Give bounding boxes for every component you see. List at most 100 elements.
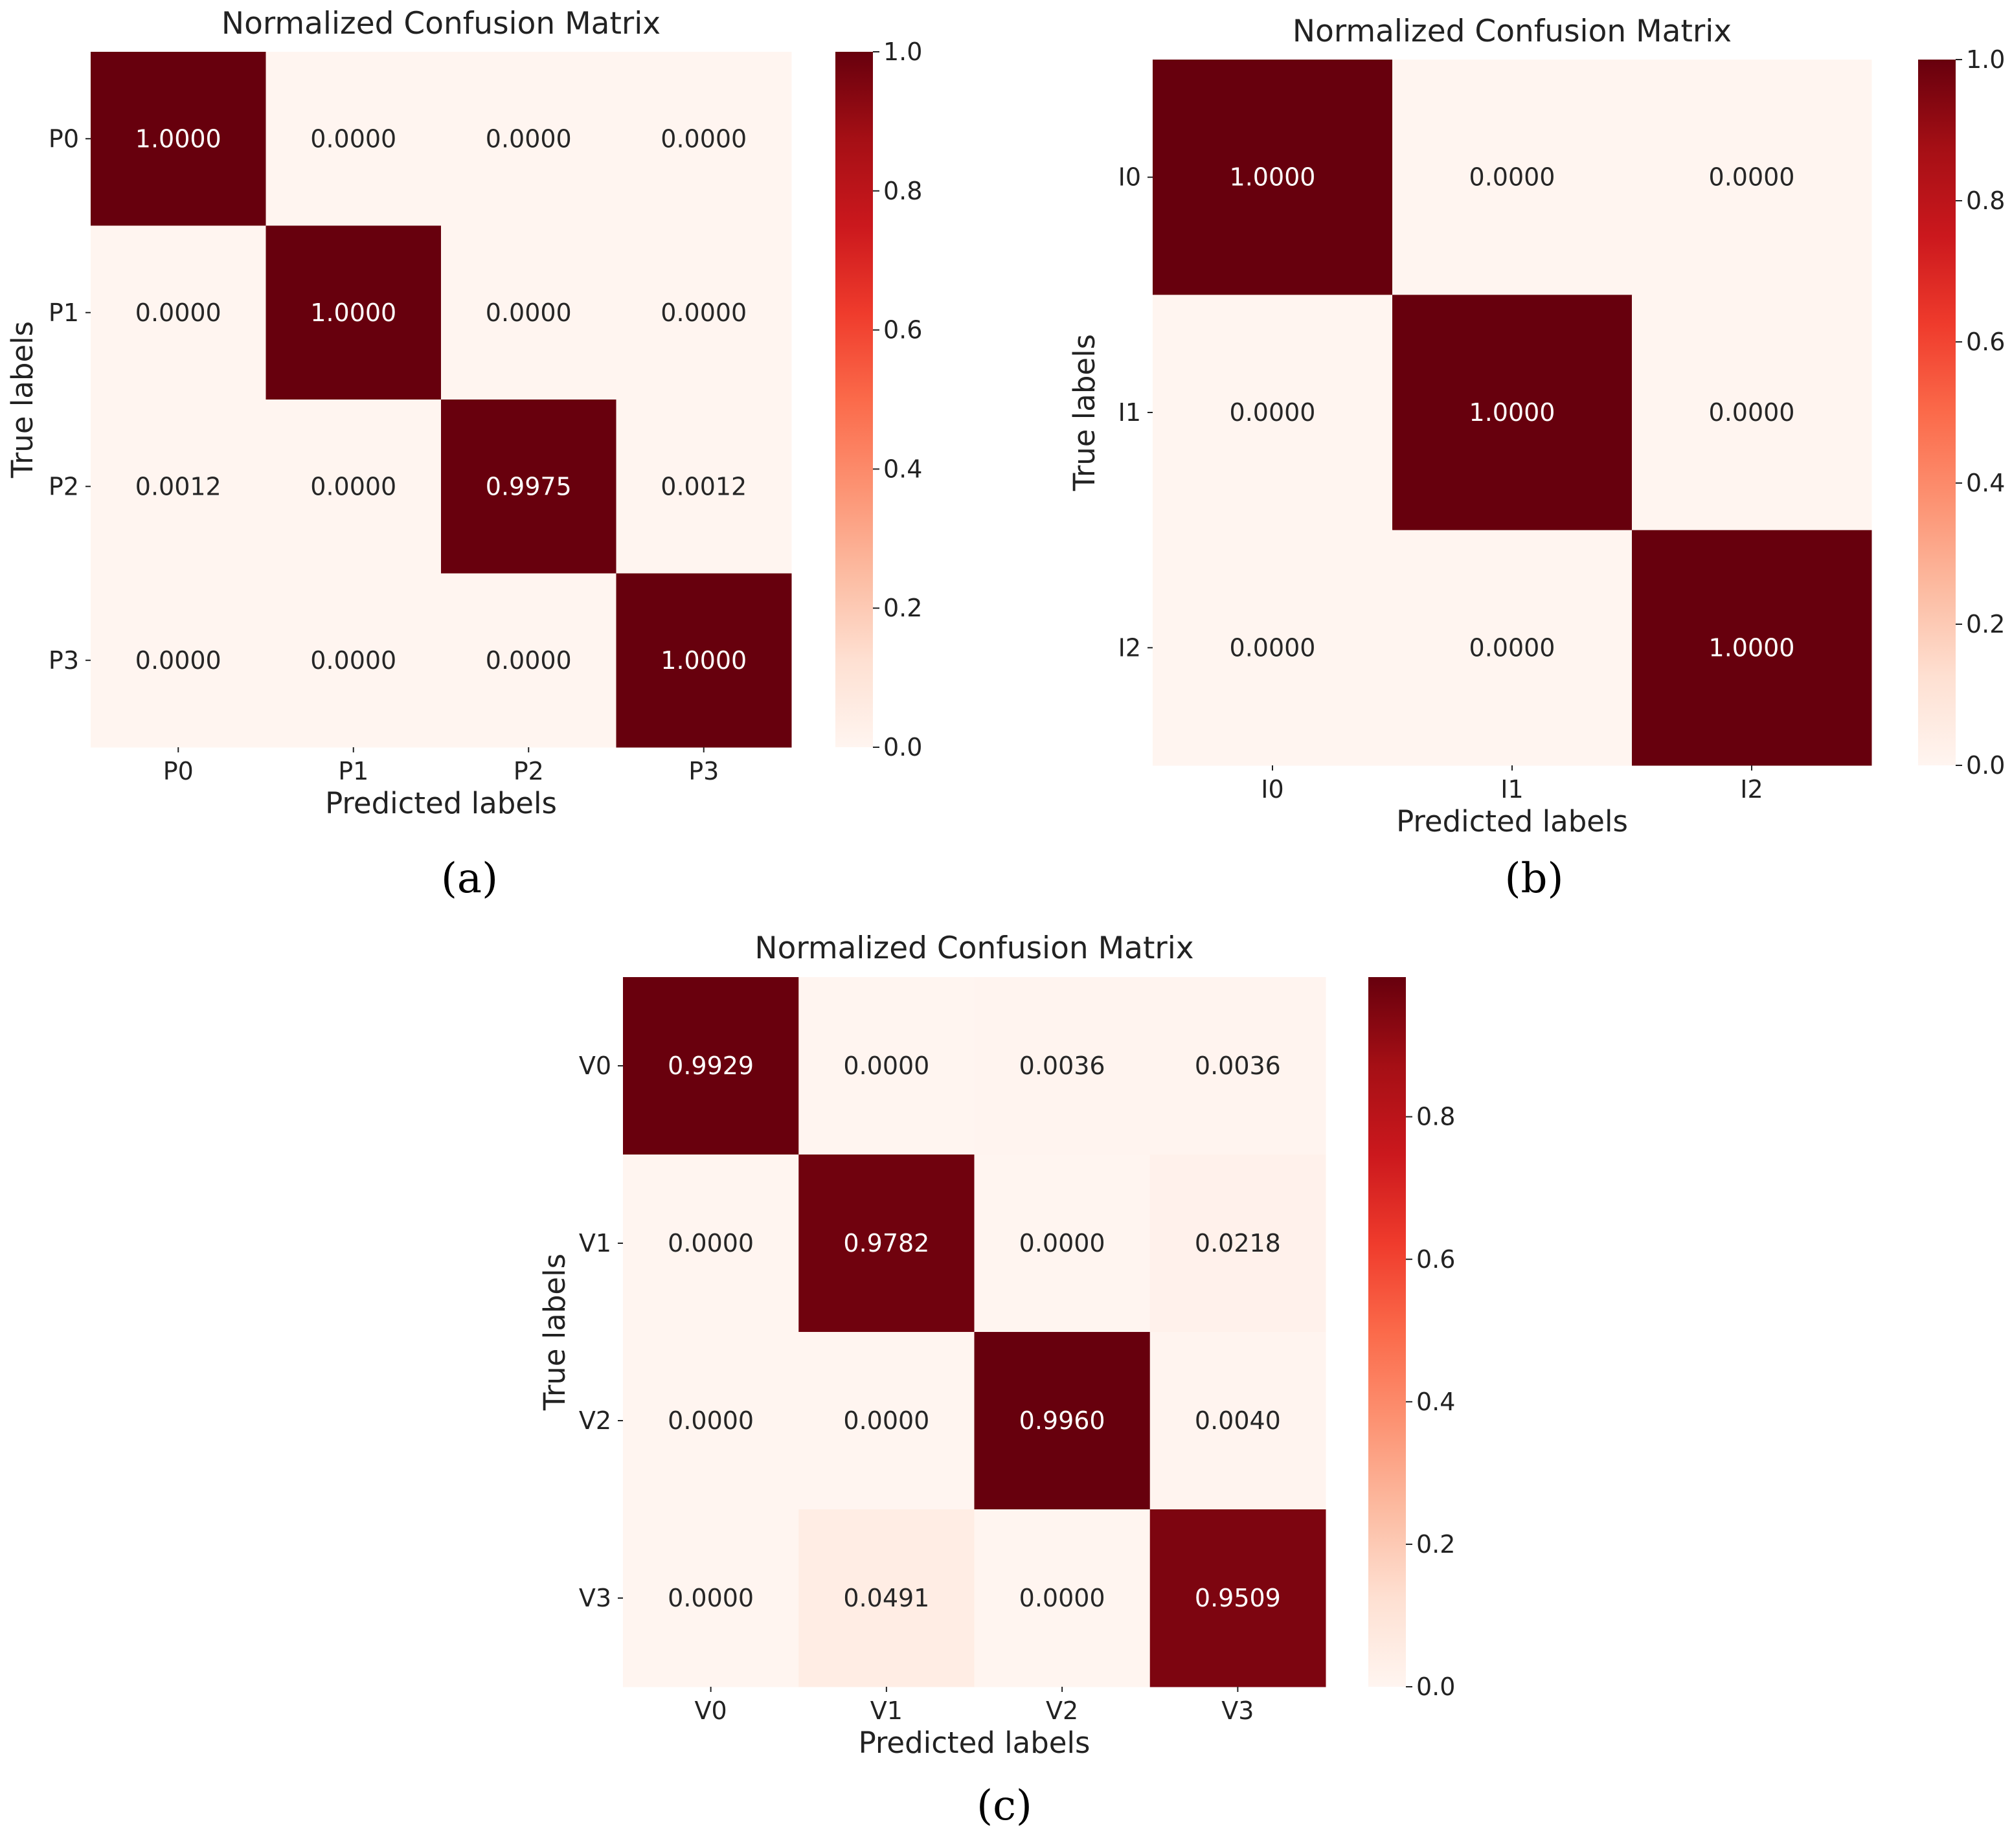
colorbar: [835, 52, 873, 747]
cell-value-label: 0.0000: [1230, 633, 1316, 662]
heatmap-cell-I1-I2: [1632, 295, 1872, 531]
y-axis-label: True labels: [537, 1254, 572, 1411]
colorbar-tick-label: 0.4: [883, 455, 922, 483]
y-tick-label: V3: [579, 1584, 611, 1612]
heatmap-cell-V3-V1: [798, 1509, 975, 1687]
x-tick-label: P3: [688, 757, 719, 785]
y-tick-label: P2: [49, 472, 79, 501]
heatmap-cell-V3-V0: [623, 1509, 799, 1687]
heatmap-cell-P2-P0: [91, 400, 266, 574]
colorbar-tick-label: 0.2: [883, 594, 922, 622]
y-tick-label: P0: [49, 124, 79, 153]
heatmap-cell-P1-P0: [91, 225, 266, 400]
heatmap-cell-P1-P3: [616, 225, 792, 400]
heatmap-cell-V0-V3: [1149, 977, 1326, 1155]
colorbar-tick-label: 0.6: [1416, 1245, 1455, 1274]
chart-title: Normalized Confusion Matrix: [1293, 14, 1732, 49]
cell-value-label: 0.9509: [1195, 1584, 1281, 1612]
heatmap-cell-V0-V0: [623, 977, 799, 1155]
heatmap-cell-V1-V2: [974, 1155, 1151, 1333]
cell-value-label: 0.0000: [486, 299, 572, 327]
y-tick-label: V1: [579, 1229, 611, 1257]
cell-value-label: 0.0000: [310, 472, 396, 501]
heatmap-cell-P3-P3: [616, 573, 792, 748]
cell-value-label: 1.0000: [661, 646, 747, 675]
colorbar-tick-label: 1.0: [883, 38, 922, 66]
heatmap-cell-I0-I1: [1392, 60, 1633, 295]
cell-value-label: 1.0000: [135, 124, 221, 153]
colorbar-tick-label: 0.6: [1966, 328, 2005, 356]
heatmap-cell-P2-P1: [266, 400, 442, 574]
colorbar-tick-label: 0.8: [883, 177, 922, 205]
heatmap-cell-P0-P2: [441, 52, 616, 226]
y-tick-label: I2: [1118, 633, 1141, 662]
panel-caption: (a): [441, 855, 498, 903]
panel-caption: (b): [1505, 855, 1564, 903]
cell-value-label: 0.0000: [668, 1584, 754, 1612]
cell-value-label: 1.0000: [1230, 163, 1316, 192]
x-tick-label: P0: [163, 757, 194, 785]
x-tick-label: I2: [1740, 775, 1763, 804]
cell-value-label: 0.0000: [1019, 1584, 1105, 1612]
cell-value-label: 0.0000: [486, 646, 572, 675]
x-axis-label: Predicted labels: [1396, 804, 1628, 839]
cell-value-label: 0.9975: [486, 472, 572, 501]
heatmap-cell-V2-V3: [1149, 1332, 1326, 1510]
heatmap-cell-I1-I1: [1392, 295, 1633, 531]
cell-value-label: 0.0000: [668, 1229, 754, 1257]
colorbar-tick-label: 0.0: [1966, 751, 2005, 780]
cell-value-label: 0.0012: [135, 472, 221, 501]
colorbar-tick-label: 0.0: [1416, 1673, 1455, 1701]
cell-value-label: 0.9960: [1019, 1406, 1105, 1435]
y-tick-label: I1: [1118, 398, 1141, 427]
colorbar: [1918, 60, 1956, 765]
heatmap-cell-I2-I0: [1153, 530, 1393, 766]
cell-value-label: 0.0000: [668, 1406, 754, 1435]
heatmap-cell-P0-P0: [91, 52, 266, 226]
cell-value-label: 0.0000: [1469, 633, 1555, 662]
cell-value-label: 0.0000: [135, 646, 221, 675]
heatmap-cell-V3-V3: [1149, 1509, 1326, 1687]
heatmap-cell-V1-V3: [1149, 1155, 1326, 1333]
y-tick-label: I0: [1118, 163, 1141, 192]
cell-value-label: 0.0012: [661, 472, 747, 501]
heatmap-cell-V3-V2: [974, 1509, 1151, 1687]
heatmap-cell-V2-V1: [798, 1332, 975, 1510]
cell-value-label: 0.0000: [843, 1406, 929, 1435]
x-tick-label: I1: [1500, 775, 1523, 804]
heatmap-cell-V2-V0: [623, 1332, 799, 1510]
heatmap-cell-P3-P0: [91, 573, 266, 748]
heatmap-cell-P3-P2: [441, 573, 616, 748]
heatmap-cell-V2-V2: [974, 1332, 1151, 1510]
x-tick-label: P2: [514, 757, 544, 785]
heatmap-cell-V1-V0: [623, 1155, 799, 1333]
cell-value-label: 0.0000: [661, 299, 747, 327]
heatmap-cell-V0-V2: [974, 977, 1151, 1155]
colorbar: [1368, 977, 1406, 1687]
chart-title: Normalized Confusion Matrix: [754, 930, 1193, 966]
heatmap-cell-P1-P2: [441, 225, 616, 400]
heatmap-cell-I0-I0: [1153, 60, 1393, 295]
x-tick-label: I0: [1261, 775, 1283, 804]
heatmap-cell-I0-I2: [1632, 60, 1872, 295]
cell-value-label: 0.0000: [135, 299, 221, 327]
cell-value-label: 0.0000: [661, 124, 747, 153]
heatmap-cell-P3-P1: [266, 573, 442, 748]
heatmap-cell-I2-I1: [1392, 530, 1633, 766]
y-axis-label: True labels: [5, 321, 40, 479]
cell-value-label: 0.0000: [1709, 398, 1795, 427]
y-tick-label: P1: [49, 299, 79, 327]
cell-value-label: 0.0000: [1709, 163, 1795, 192]
panel-caption: (c): [977, 1782, 1032, 1830]
cell-value-label: 0.0000: [1230, 398, 1316, 427]
x-tick-label: P1: [338, 757, 368, 785]
cell-value-label: 0.0000: [843, 1052, 929, 1080]
colorbar-tick-label: 0.8: [1966, 186, 2005, 215]
chart-title: Normalized Confusion Matrix: [221, 6, 661, 41]
x-tick-label: V0: [695, 1696, 727, 1725]
colorbar-tick-label: 0.0: [883, 733, 922, 761]
cell-value-label: 0.0000: [310, 646, 396, 675]
heatmap-cell-P2-P3: [616, 400, 792, 574]
y-tick-label: V2: [579, 1406, 611, 1435]
